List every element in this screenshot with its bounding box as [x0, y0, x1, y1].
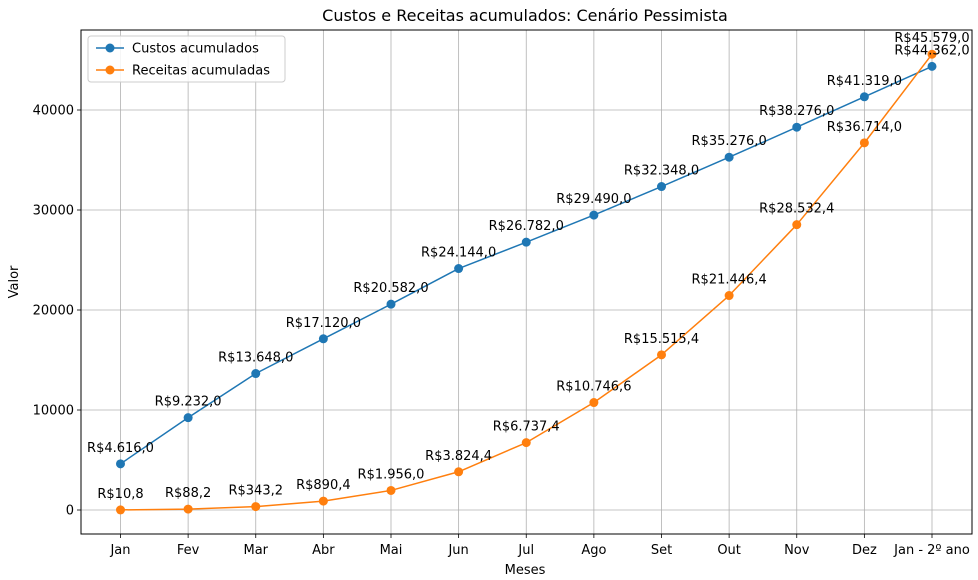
data-label-0: R$26.782,0: [489, 219, 564, 234]
data-label-0: R$13.648,0: [218, 351, 293, 366]
legend-marker-1: [105, 65, 115, 75]
data-label-1: R$10.746,6: [556, 380, 631, 395]
data-labels: R$4.616,0 R$9.232,0 R$13.648,0 R$17.120,0 R$…: [87, 31, 970, 502]
data-label-0: R$35.276,0: [692, 134, 767, 149]
data-label-1: R$1.956,0: [358, 467, 425, 482]
data-label-0: R$29.490,0: [556, 192, 631, 207]
y-tick-label: 40000: [33, 104, 74, 119]
data-label-1: R$6.737,4: [493, 420, 560, 435]
data-point-0: [386, 299, 396, 309]
data-label-0: R$41.319,0: [827, 74, 902, 89]
x-tick-label: Jul: [517, 543, 534, 558]
data-label-0: R$24.144,0: [421, 246, 496, 261]
grid: [81, 30, 972, 534]
y-tick-label: 30000: [33, 204, 74, 219]
legend-label-0: Custos acumulados: [132, 42, 259, 57]
data-point-0: [792, 122, 802, 132]
data-point-1: [724, 291, 734, 301]
data-point-1: [657, 350, 666, 360]
series-layer: [116, 49, 937, 515]
data-point-0: [318, 334, 328, 344]
legend-box: [87, 35, 286, 83]
y-tick-label: 0: [66, 504, 74, 519]
data-point-1: [521, 438, 531, 448]
data-point-0: [521, 237, 531, 247]
y-tick-label: 10000: [33, 404, 74, 419]
y-tick-label: 20000: [33, 304, 74, 319]
legend-marker-0: [105, 43, 115, 53]
data-label-1: R$45.579,0: [894, 31, 969, 46]
data-label-0: R$20.582,0: [353, 281, 428, 296]
data-label-1: R$890,4: [296, 478, 351, 493]
chart-title: Custos e Receitas acumulados: Cenário Pe…: [322, 6, 728, 25]
data-label-1: R$15.515,4: [624, 332, 699, 347]
x-tick-label: Jun: [447, 543, 468, 558]
data-point-1: [454, 467, 464, 477]
data-label-0: R$32.348,0: [624, 164, 699, 179]
data-point-0: [859, 92, 869, 102]
data-point-0: [116, 459, 125, 469]
x-tick-label: Abr: [312, 543, 335, 558]
data-label-1: R$21.446,4: [692, 273, 767, 288]
x-tick-label: Ago: [581, 543, 606, 558]
data-label-0: R$4.616,0: [87, 441, 154, 456]
data-point-1: [251, 502, 261, 512]
x-tick-label: Mar: [243, 543, 268, 558]
data-label-1: R$88,2: [165, 486, 211, 501]
data-point-1: [386, 485, 396, 495]
data-point-1: [318, 496, 328, 506]
data-label-1: R$28.532,4: [759, 202, 834, 217]
x-tick-label: Out: [717, 543, 741, 558]
data-label-1: R$10,8: [97, 487, 143, 502]
x-tick-label: Set: [651, 543, 672, 558]
data-point-1: [859, 138, 869, 148]
data-label-1: R$3.824,4: [425, 449, 492, 464]
data-label-0: R$44.362,0: [894, 43, 969, 58]
data-point-1: [792, 220, 802, 230]
x-axis-label: Meses: [505, 563, 546, 578]
data-point-0: [927, 61, 937, 71]
data-point-0: [589, 210, 599, 220]
data-point-0: [657, 182, 666, 192]
data-point-0: [183, 413, 193, 423]
data-point-0: [251, 369, 261, 379]
x-tick-label: Fev: [177, 543, 200, 558]
x-tick-label: Nov: [784, 543, 810, 558]
x-tick-label: Jan - 2º ano: [893, 543, 970, 558]
legend: Custos acumulados Receitas acumuladas: [87, 35, 286, 83]
data-point-1: [927, 49, 937, 59]
data-label-1: R$343,2: [228, 484, 283, 499]
x-tick-label: Dez: [852, 543, 877, 558]
x-tick-label: Mai: [380, 543, 403, 558]
data-point-0: [454, 264, 464, 274]
data-point-0: [724, 152, 734, 162]
data-label-1: R$36.714,0: [827, 120, 902, 135]
axes: Jan Fev Mar Abr Mai Jun Jul Ago Set Out Nov Dez Jan …: [33, 104, 970, 559]
data-point-1: [116, 505, 125, 515]
data-label-0: R$17.120,0: [286, 316, 361, 331]
x-tick-label: Jan: [109, 543, 130, 558]
y-axis-label: Valor: [7, 265, 22, 298]
legend-label-1: Receitas acumuladas: [132, 64, 270, 79]
data-point-1: [183, 504, 193, 514]
data-label-0: R$9.232,0: [155, 395, 222, 410]
data-label-0: R$38.276,0: [759, 104, 834, 119]
data-point-1: [589, 398, 599, 408]
